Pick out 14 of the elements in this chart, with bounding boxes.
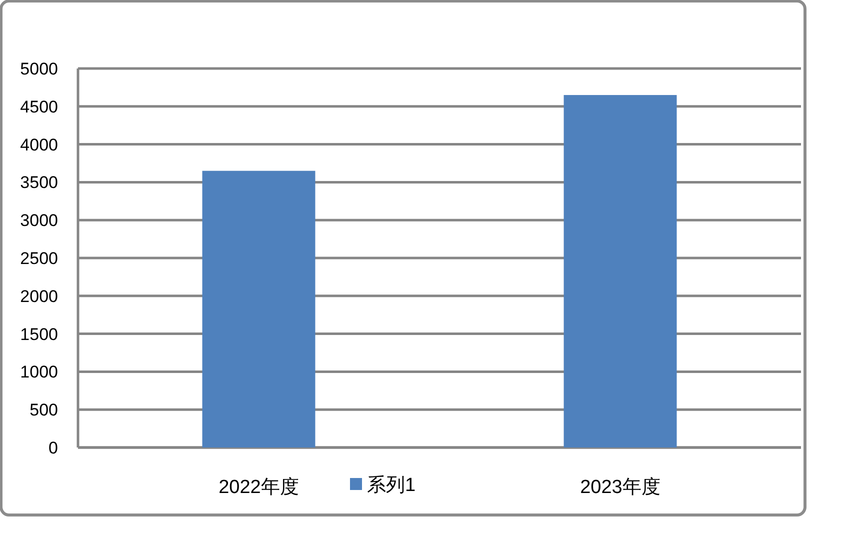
legend-label: 系列1 xyxy=(367,475,416,496)
y-tick-label: 5000 xyxy=(20,60,58,78)
y-tick-label: 0 xyxy=(48,438,58,458)
y-tick-label: 1000 xyxy=(20,362,58,382)
y-tick-label: 4500 xyxy=(20,97,58,116)
y-tick-label: 500 xyxy=(30,400,58,420)
x-tick-label: 2023年度 xyxy=(580,476,660,498)
x-tick-label: 2022年度 xyxy=(218,476,299,498)
y-tick-label: 1500 xyxy=(20,324,58,344)
y-tick-label: 4000 xyxy=(20,135,58,154)
y-tick-label: 2000 xyxy=(20,286,58,306)
y-tick-label: 3500 xyxy=(20,173,58,192)
y-tick-label: 2500 xyxy=(20,249,58,268)
y-tick-label: 3000 xyxy=(20,211,58,230)
